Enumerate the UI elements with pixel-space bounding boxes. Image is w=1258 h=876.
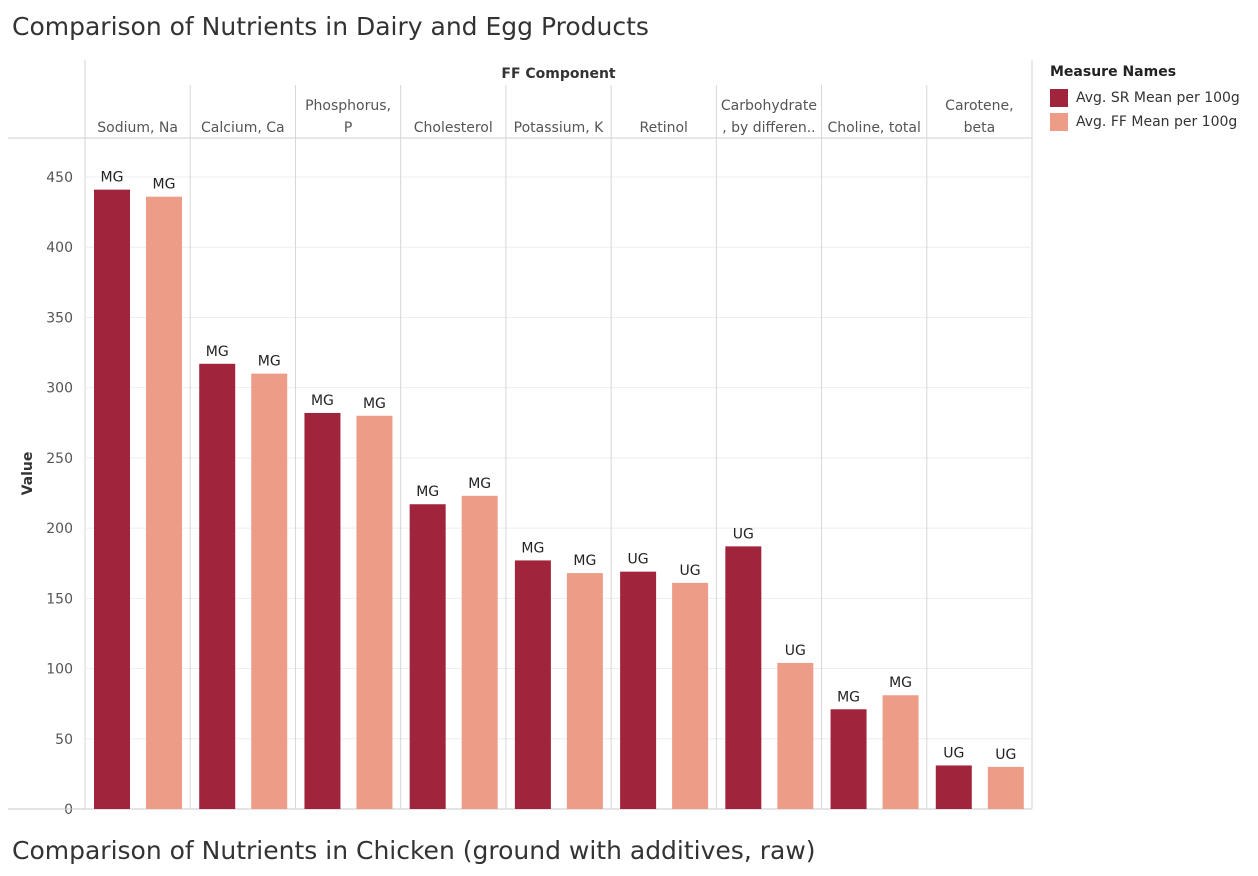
category-label: Potassium, K xyxy=(514,120,604,136)
data-label: MG xyxy=(468,476,491,492)
legend-swatch-sr xyxy=(1050,89,1068,107)
category-label: P xyxy=(344,120,352,136)
data-label: UG xyxy=(943,745,964,761)
data-label: MG xyxy=(837,689,860,705)
data-label: UG xyxy=(680,563,701,579)
legend-swatch-ff xyxy=(1050,113,1068,131)
legend-item-sr[interactable]: Avg. SR Mean per 100g xyxy=(1050,86,1240,110)
category-label: Carbohydrate xyxy=(721,98,817,114)
next-chart-title: Comparison of Nutrients in Chicken (grou… xyxy=(12,836,816,865)
bar-ff xyxy=(882,695,919,809)
data-label: MG xyxy=(206,344,229,360)
category-label: Sodium, Na xyxy=(97,120,178,136)
legend-item-ff[interactable]: Avg. FF Mean per 100g xyxy=(1050,110,1240,134)
y-axis-label: Value xyxy=(20,452,36,496)
category-label: beta xyxy=(964,120,996,136)
category-label: Phosphorus, xyxy=(305,98,391,114)
bar-sr xyxy=(199,363,236,809)
bar-ff xyxy=(987,766,1024,809)
y-tick-label: 400 xyxy=(46,240,73,256)
bar-sr xyxy=(620,571,657,809)
bar-ff xyxy=(251,373,288,809)
bar-sr xyxy=(935,765,972,809)
y-tick-label: 250 xyxy=(46,451,73,467)
bar-sr xyxy=(725,546,762,809)
data-label: MG xyxy=(416,484,439,500)
bar-ff xyxy=(566,573,603,809)
y-tick-label: 100 xyxy=(46,662,73,678)
data-label: MG xyxy=(521,540,544,556)
data-label: UG xyxy=(785,643,806,659)
y-tick-label: 350 xyxy=(46,310,73,326)
bar-ff xyxy=(146,196,182,809)
category-label: Retinol xyxy=(640,120,688,136)
data-label: MG xyxy=(889,675,912,691)
data-label: UG xyxy=(995,747,1016,763)
y-tick-label: 50 xyxy=(55,732,73,748)
data-label: MG xyxy=(153,177,176,193)
bar-sr xyxy=(409,504,446,809)
bar-sr xyxy=(514,560,551,809)
legend: Measure Names Avg. SR Mean per 100g Avg.… xyxy=(1050,64,1240,134)
bar-ff xyxy=(672,582,709,809)
bar-sr xyxy=(830,709,867,809)
category-label: Cholesterol xyxy=(414,120,493,136)
y-tick-label: 200 xyxy=(46,521,73,537)
y-tick-label: 0 xyxy=(64,802,73,818)
bar-ff xyxy=(461,495,498,809)
legend-label-sr: Avg. SR Mean per 100g xyxy=(1076,90,1240,106)
category-label: Carotene, xyxy=(945,98,1013,114)
category-label: , by differen.. xyxy=(722,120,815,136)
y-tick-label: 450 xyxy=(46,170,73,186)
legend-title: Measure Names xyxy=(1050,64,1177,80)
data-label: MG xyxy=(311,393,334,409)
data-label: MG xyxy=(573,553,596,569)
bar-ff xyxy=(777,662,814,809)
category-label: Calcium, Ca xyxy=(201,120,285,136)
bar-sr xyxy=(94,189,130,809)
column-header: FF Component xyxy=(501,66,616,82)
y-tick-label: 150 xyxy=(46,591,73,607)
data-label: MG xyxy=(363,396,386,412)
chart-title: Comparison of Nutrients in Dairy and Egg… xyxy=(12,12,649,41)
data-label: UG xyxy=(733,526,754,542)
data-label: MG xyxy=(101,170,124,186)
bar-ff xyxy=(356,415,393,809)
data-label: MG xyxy=(258,354,281,370)
data-label: UG xyxy=(628,552,649,568)
y-tick-label: 300 xyxy=(46,381,73,397)
legend-label-ff: Avg. FF Mean per 100g xyxy=(1076,114,1238,130)
category-label: Choline, total xyxy=(827,120,920,136)
bar-sr xyxy=(304,412,341,809)
